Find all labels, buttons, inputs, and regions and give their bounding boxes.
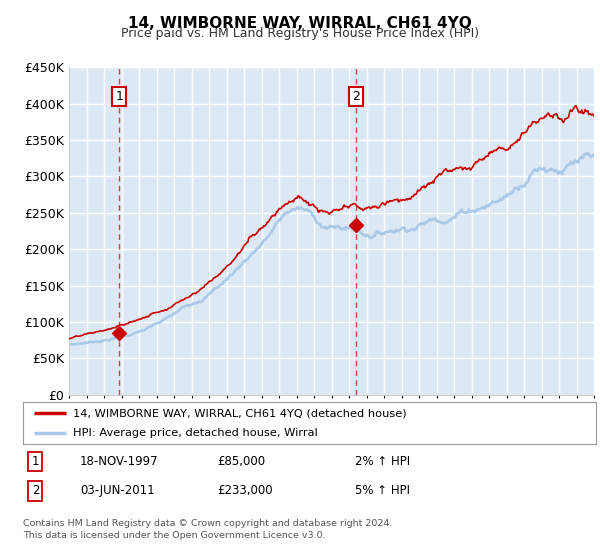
Text: Price paid vs. HM Land Registry's House Price Index (HPI): Price paid vs. HM Land Registry's House … [121,27,479,40]
Text: HPI: Average price, detached house, Wirral: HPI: Average price, detached house, Wirr… [73,428,318,438]
Text: 1: 1 [115,90,124,103]
Text: 14, WIMBORNE WAY, WIRRAL, CH61 4YQ: 14, WIMBORNE WAY, WIRRAL, CH61 4YQ [128,16,472,31]
Text: 5% ↑ HPI: 5% ↑ HPI [355,484,410,497]
Text: 18-NOV-1997: 18-NOV-1997 [80,455,159,468]
Text: 2% ↑ HPI: 2% ↑ HPI [355,455,410,468]
Text: £233,000: £233,000 [218,484,273,497]
Text: 2: 2 [32,484,39,497]
Text: 1: 1 [32,455,39,468]
Text: Contains HM Land Registry data © Crown copyright and database right 2024.
This d: Contains HM Land Registry data © Crown c… [23,519,392,540]
Text: 03-JUN-2011: 03-JUN-2011 [80,484,155,497]
Text: 14, WIMBORNE WAY, WIRRAL, CH61 4YQ (detached house): 14, WIMBORNE WAY, WIRRAL, CH61 4YQ (deta… [73,408,407,418]
Text: £85,000: £85,000 [218,455,266,468]
Text: 2: 2 [352,90,360,103]
